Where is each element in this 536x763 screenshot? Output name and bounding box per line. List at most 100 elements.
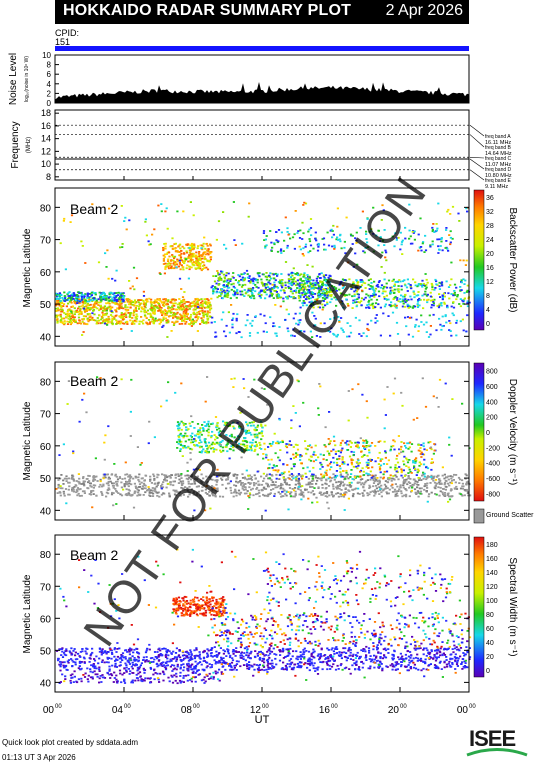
power-point xyxy=(293,277,296,279)
power-point xyxy=(196,311,199,314)
velocity-point xyxy=(267,446,270,448)
velocity-point xyxy=(350,450,353,453)
power-point xyxy=(353,293,356,296)
velocity-point xyxy=(440,482,443,485)
power-point xyxy=(403,299,406,302)
power-point xyxy=(204,251,207,253)
power-point xyxy=(438,317,441,320)
velocity-point xyxy=(356,467,359,470)
power-point xyxy=(284,261,288,263)
power-point xyxy=(57,302,60,304)
power-point xyxy=(157,298,160,301)
power-point xyxy=(368,288,371,290)
velocity-point xyxy=(243,437,246,440)
velocity-point xyxy=(136,488,139,491)
power-point xyxy=(120,298,124,301)
velocity-point xyxy=(290,491,293,494)
power-point xyxy=(208,306,211,309)
velocity-point xyxy=(60,474,63,476)
power-point xyxy=(191,302,194,305)
velocity-point xyxy=(129,477,132,480)
velocity-point xyxy=(237,492,241,495)
power-point xyxy=(251,319,254,322)
power-point xyxy=(429,291,432,294)
velocity-point xyxy=(263,477,266,480)
velocity-point xyxy=(245,421,248,424)
velocity-point xyxy=(264,509,267,512)
velocity-point xyxy=(196,475,199,478)
velocity-point xyxy=(275,442,279,445)
velocity-point xyxy=(269,492,272,495)
velocity-point xyxy=(179,444,183,446)
power-point xyxy=(446,304,449,307)
velocity-point xyxy=(386,481,390,484)
velocity-point xyxy=(334,474,337,477)
power-point xyxy=(144,315,147,318)
power-point xyxy=(99,322,102,324)
frequency-tick-label: 18 xyxy=(41,108,51,118)
velocity-point xyxy=(343,462,346,465)
velocity-point xyxy=(393,490,396,493)
power-point xyxy=(181,245,184,248)
power-point xyxy=(175,262,178,265)
velocity-point xyxy=(306,448,309,451)
velocity-point xyxy=(177,427,180,430)
power-point xyxy=(119,306,122,309)
power-point xyxy=(449,236,452,239)
power-point xyxy=(194,267,197,270)
velocity-point xyxy=(372,477,375,480)
velocity-point xyxy=(291,475,294,478)
power-point xyxy=(367,301,370,303)
power-point xyxy=(378,240,382,242)
power-point xyxy=(215,291,218,294)
velocity-point xyxy=(150,482,153,484)
velocity-point xyxy=(429,441,432,443)
velocity-point xyxy=(465,489,468,492)
power-point xyxy=(176,263,179,266)
velocity-point xyxy=(168,495,171,498)
power-point xyxy=(112,296,115,299)
velocity-point xyxy=(422,453,426,456)
velocity-point xyxy=(334,453,337,455)
velocity-point xyxy=(226,450,229,453)
velocity-point xyxy=(254,477,257,480)
velocity-point xyxy=(281,441,284,443)
noise-tick-label: 0 xyxy=(47,99,52,108)
velocity-point xyxy=(247,475,250,477)
doppler-velocity-scatter xyxy=(55,376,472,512)
power-point xyxy=(173,255,177,258)
power-point xyxy=(324,304,327,307)
power-point xyxy=(344,279,347,281)
velocity-point xyxy=(65,480,68,482)
velocity-point xyxy=(441,491,444,494)
power-point xyxy=(144,220,147,223)
power-point xyxy=(460,279,463,282)
velocity-point xyxy=(441,474,444,477)
velocity-point xyxy=(223,475,226,477)
power-point xyxy=(180,307,183,310)
power-point xyxy=(432,313,435,316)
velocity-point xyxy=(359,470,362,473)
velocity-point xyxy=(365,472,368,475)
power-point xyxy=(166,227,169,230)
power-point xyxy=(208,301,211,304)
power-point xyxy=(375,234,378,237)
power-point xyxy=(180,252,183,255)
velocity-point xyxy=(329,479,333,482)
velocity-point xyxy=(63,494,66,497)
velocity-point xyxy=(367,463,370,465)
power-point xyxy=(424,249,428,252)
power-point xyxy=(225,324,228,327)
power-point xyxy=(352,281,355,284)
velocity-point xyxy=(398,452,401,455)
power-point xyxy=(89,303,92,306)
power-point xyxy=(382,285,386,288)
power-point xyxy=(431,226,434,229)
velocity-point xyxy=(352,454,355,457)
velocity-point xyxy=(380,484,383,487)
velocity-point xyxy=(327,464,330,467)
velocity-point xyxy=(338,487,341,490)
power-point xyxy=(182,268,185,271)
velocity-point xyxy=(194,477,197,480)
power-point xyxy=(270,287,274,289)
